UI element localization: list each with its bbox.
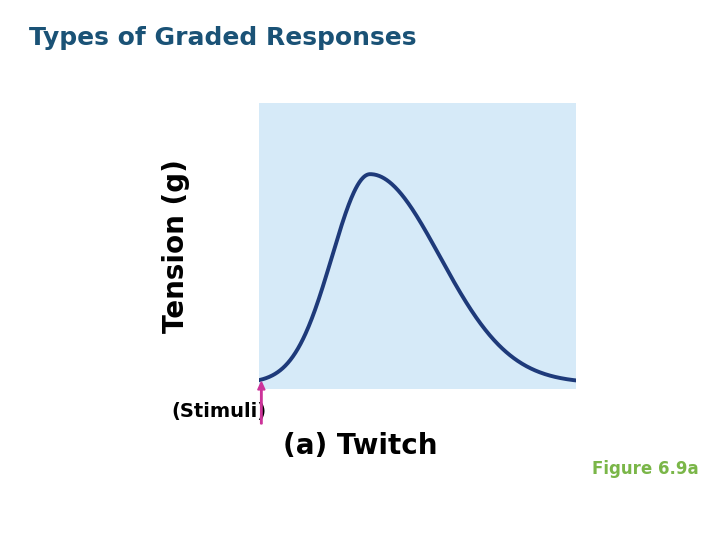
Text: Copyright © 2009  Pearson Education, Inc.    published as  Benjamin Cummings: Copyright © 2009 Pearson Education, Inc.… — [179, 523, 541, 532]
Text: (a) Twitch: (a) Twitch — [283, 432, 437, 460]
Text: (Stimuli): (Stimuli) — [171, 402, 266, 421]
Text: Tension (g): Tension (g) — [163, 159, 190, 333]
Text: Types of Graded Responses: Types of Graded Responses — [29, 26, 416, 50]
Text: Figure 6.9a: Figure 6.9a — [592, 460, 698, 478]
